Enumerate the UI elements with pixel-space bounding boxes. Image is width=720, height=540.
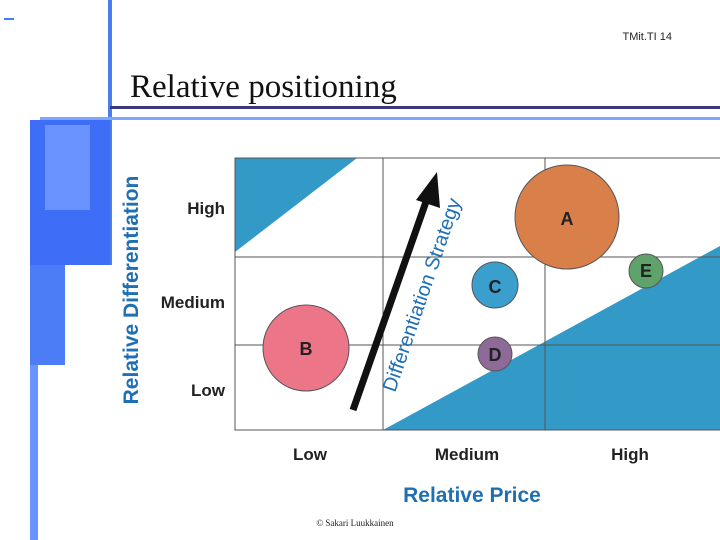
bubble <box>262 304 350 392</box>
arrow <box>349 194 432 412</box>
y-level: Medium <box>161 293 225 312</box>
zone <box>235 158 357 252</box>
slide-tag: TMit.TI 14 <box>622 31 672 43</box>
bubble <box>628 253 664 289</box>
decor <box>40 117 720 120</box>
bubble <box>471 261 519 309</box>
bubble <box>477 336 513 372</box>
decor <box>30 365 38 540</box>
x-axis-label: Relative Price <box>403 484 541 507</box>
x-level: Medium <box>435 445 499 464</box>
slide-title: Relative positioning <box>130 69 397 105</box>
bubble-label: A <box>561 209 574 229</box>
y-axis-label: Relative Differentiation <box>120 176 143 405</box>
bubble-label: C <box>489 277 502 297</box>
decor <box>4 18 14 20</box>
bubble-label: E <box>640 261 652 281</box>
decor <box>45 125 90 210</box>
arrow-head <box>416 172 440 208</box>
x-level: High <box>611 445 649 464</box>
y-level: Low <box>191 381 226 400</box>
bubble <box>514 164 620 270</box>
title-rule <box>110 106 720 109</box>
bubble-label: B <box>300 339 313 359</box>
footer-credit: © Sakari Luukkainen <box>316 518 394 528</box>
x-level: Low <box>293 445 328 464</box>
bubble-label: D <box>489 345 502 365</box>
y-level: High <box>187 199 225 218</box>
decor <box>30 265 65 365</box>
zone <box>383 246 720 430</box>
